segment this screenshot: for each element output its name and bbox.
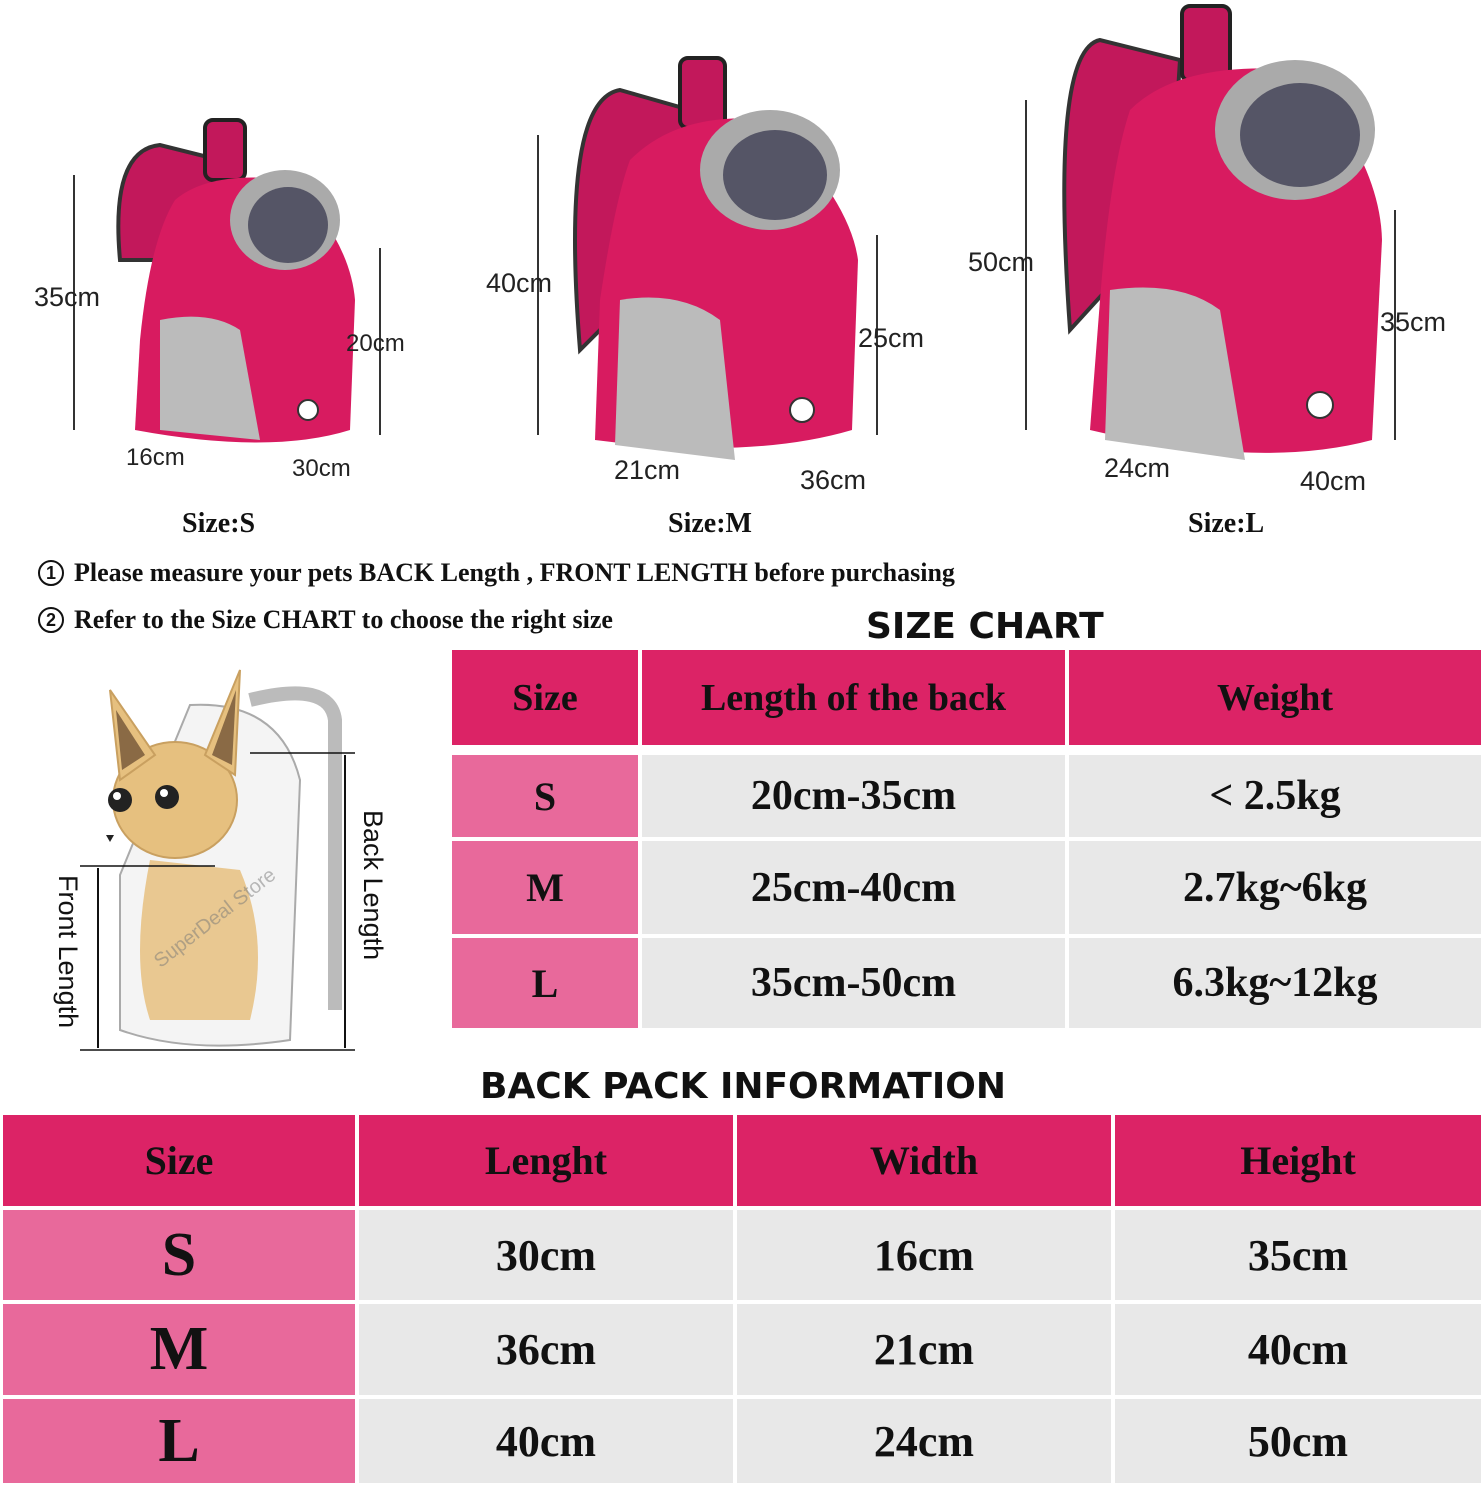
width-cell: 24cm xyxy=(737,1399,1111,1483)
backpack-m-size-label: Size:M xyxy=(668,508,752,539)
weight-cell: < 2.5kg xyxy=(1069,755,1481,837)
backpack-s-depth-height: 20cm xyxy=(346,330,405,357)
width-cell: 16cm xyxy=(737,1210,1111,1300)
instruction-text: Please measure your pets BACK Length , F… xyxy=(74,558,955,587)
length-cell: 36cm xyxy=(359,1304,733,1395)
backpack-s-width: 16cm xyxy=(126,444,185,471)
backpack-s-image xyxy=(73,118,381,443)
header-size: Size xyxy=(452,650,638,745)
instruction-2: 2 Refer to the Size CHART to choose the … xyxy=(38,605,613,635)
header-weight: Weight xyxy=(1069,650,1481,745)
height-cell: 50cm xyxy=(1115,1399,1481,1483)
backpack-info-title: BACK PACK INFORMATION xyxy=(480,1066,1006,1107)
number-badge: 2 xyxy=(38,607,64,633)
header-size: Size xyxy=(3,1115,355,1206)
length-cell: 30cm xyxy=(359,1210,733,1300)
header-height: Height xyxy=(1115,1115,1481,1206)
backpack-m-height: 40cm xyxy=(486,268,553,298)
number-badge: 1 xyxy=(38,560,64,586)
backpack-m-depth-height: 25cm xyxy=(858,323,925,353)
size-cell: M xyxy=(452,841,638,934)
back-length-cell: 35cm-50cm xyxy=(642,938,1065,1028)
length-cell: 40cm xyxy=(359,1399,733,1483)
size-chart-title: SIZE CHART xyxy=(866,606,1104,647)
backpack-l-width: 24cm xyxy=(1104,453,1171,483)
size-cell: S xyxy=(452,755,638,837)
backpack-s-size-label: Size:S xyxy=(182,508,256,539)
dog-in-backpack-diagram xyxy=(80,669,355,1051)
backpack-m-length: 36cm xyxy=(800,465,867,495)
back-length-cell: 20cm-35cm xyxy=(642,755,1065,837)
header-width: Width xyxy=(737,1115,1111,1206)
header-back-length: Length of the back xyxy=(642,650,1065,745)
instruction-text: Refer to the Size CHART to choose the ri… xyxy=(74,605,613,634)
front-length-label: Front Length xyxy=(53,875,83,1029)
header-length: Lenght xyxy=(359,1115,733,1206)
size-cell: L xyxy=(3,1399,355,1483)
size-cell: S xyxy=(3,1210,355,1300)
backpack-l-depth-height: 35cm xyxy=(1380,307,1447,337)
width-cell: 21cm xyxy=(737,1304,1111,1395)
backpack-l-size-label: Size:L xyxy=(1188,508,1265,539)
backpack-s-length: 30cm xyxy=(292,455,351,482)
back-length-label: Back Length xyxy=(358,810,388,961)
backpack-m-width: 21cm xyxy=(614,455,681,485)
back-length-cell: 25cm-40cm xyxy=(642,841,1065,934)
backpack-l-height: 50cm xyxy=(968,247,1035,277)
weight-cell: 6.3kg~12kg xyxy=(1069,938,1481,1028)
backpack-l-length: 40cm xyxy=(1300,466,1367,496)
backpack-l-image xyxy=(1025,4,1396,460)
instruction-1: 1 Please measure your pets BACK Length ,… xyxy=(38,558,955,588)
backpack-s-height: 35cm xyxy=(34,282,101,312)
height-cell: 40cm xyxy=(1115,1304,1481,1395)
weight-cell: 2.7kg~6kg xyxy=(1069,841,1481,934)
size-cell: L xyxy=(452,938,638,1028)
size-cell: M xyxy=(3,1304,355,1395)
backpack-m-image xyxy=(537,56,878,460)
height-cell: 35cm xyxy=(1115,1210,1481,1300)
